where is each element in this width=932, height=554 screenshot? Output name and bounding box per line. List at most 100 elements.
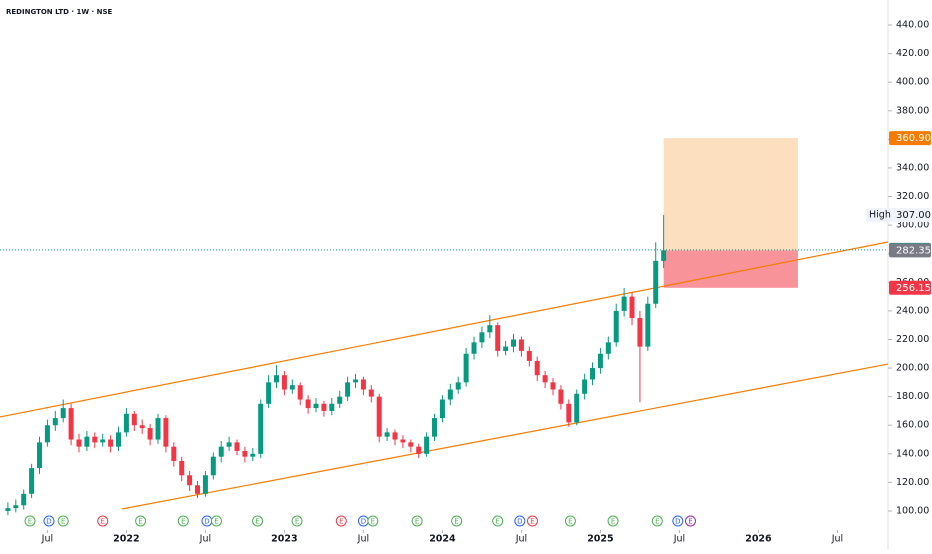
candle-body	[289, 385, 295, 390]
candle-body	[637, 318, 643, 347]
candle-body	[281, 375, 287, 390]
event-label: E	[611, 518, 615, 526]
candle-body	[574, 393, 580, 423]
candle-body	[661, 250, 667, 261]
x-tick-label: 2025	[587, 534, 613, 545]
candle-body	[108, 439, 114, 447]
candle-body	[590, 368, 596, 380]
candle-body	[368, 389, 374, 397]
candle-body	[171, 446, 177, 461]
price-label-bg	[889, 280, 931, 295]
candle-body	[408, 442, 414, 447]
candle-body	[439, 399, 445, 419]
candle-body	[432, 418, 438, 437]
candle-body	[597, 353, 603, 369]
candle-body	[92, 436, 98, 443]
candle-body	[645, 303, 651, 347]
event-label: E	[371, 518, 375, 526]
event-marker	[367, 515, 379, 527]
candle-body	[218, 446, 224, 457]
candle-body	[187, 475, 193, 486]
event-marker	[97, 515, 109, 527]
y-tick-label: 400.00	[896, 77, 929, 88]
candle-body	[542, 375, 548, 383]
candle-body	[250, 453, 256, 457]
event-label: D	[517, 518, 522, 526]
candle-body	[84, 436, 90, 447]
candle-body	[321, 403, 327, 411]
y-tick-label: 180.00	[896, 391, 929, 402]
candle-body	[471, 342, 477, 354]
candle-body	[629, 296, 635, 319]
chart-title: REDINGTON LTD · 1W · NSE	[6, 8, 113, 16]
event-label: E	[28, 518, 32, 526]
candle-body	[582, 379, 588, 394]
candle-body	[345, 382, 351, 397]
y-tick-label: 200.00	[896, 363, 929, 374]
candle-body	[416, 446, 422, 454]
candle-body	[13, 505, 19, 509]
event-marker	[672, 515, 684, 527]
candle-body	[613, 310, 619, 343]
candle-body	[274, 375, 280, 383]
candle-body	[447, 389, 453, 400]
candle-body	[100, 439, 106, 443]
candle-body	[37, 442, 43, 469]
candle-body	[487, 325, 493, 333]
candle-body	[195, 485, 201, 494]
y-tick-label: 220.00	[896, 334, 929, 345]
event-marker	[492, 515, 504, 527]
candle-body	[534, 360, 540, 376]
event-label: E	[568, 518, 572, 526]
candle-body	[479, 332, 485, 343]
candle-body	[226, 442, 232, 447]
y-tick-label: 160.00	[896, 420, 929, 431]
candle-body	[605, 342, 611, 354]
candle-body	[400, 439, 406, 443]
candle-body	[360, 379, 366, 390]
candle-body	[116, 432, 122, 447]
candle-body	[511, 339, 517, 347]
event-marker	[564, 515, 576, 527]
price-label: 360.90	[896, 133, 931, 144]
x-tick-label: Jul	[199, 534, 211, 545]
candle-body	[258, 403, 264, 454]
event-marker	[526, 515, 538, 527]
event-marker	[514, 515, 526, 527]
event-label: E	[295, 518, 299, 526]
candle-body	[566, 403, 572, 423]
y-tick-label: 300.00	[896, 220, 929, 231]
event-label: D	[361, 518, 366, 526]
event-marker	[135, 515, 147, 527]
candle-body	[52, 418, 58, 426]
y-tick-label: 100.00	[896, 505, 929, 516]
event-marker	[24, 515, 36, 527]
price-label: 256.15	[896, 283, 931, 294]
candle-body	[179, 460, 185, 476]
candle-body	[163, 418, 169, 447]
x-tick-label: 2022	[113, 534, 139, 545]
price-label: 282.35	[896, 245, 931, 256]
y-tick-label: 340.00	[896, 162, 929, 173]
event-marker	[651, 515, 663, 527]
candle-body	[155, 418, 161, 440]
candle-body	[44, 425, 50, 443]
candle-body	[463, 353, 469, 383]
event-marker	[252, 515, 264, 527]
y-tick-label: 120.00	[896, 477, 929, 488]
candle-body	[384, 432, 390, 437]
high-label-bg	[866, 208, 930, 223]
candle-body	[424, 436, 430, 454]
candle-body	[329, 403, 335, 411]
event-label: E	[688, 518, 692, 526]
candle-body	[266, 382, 272, 404]
channel-line	[121, 363, 889, 510]
event-marker	[411, 515, 423, 527]
event-label: D	[675, 518, 680, 526]
y-tick-label: 140.00	[896, 448, 929, 459]
candle-body	[234, 442, 240, 451]
x-tick-label: Jul	[357, 534, 369, 545]
event-label: E	[255, 518, 259, 526]
event-marker	[177, 515, 189, 527]
